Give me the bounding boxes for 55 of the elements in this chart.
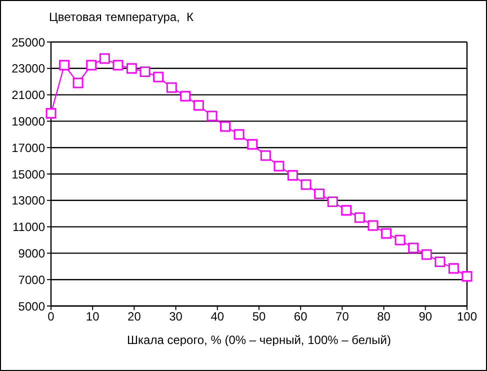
point [112,60,124,70]
point [220,121,231,132]
x-tick-label: 60 [294,310,308,324]
x-tick-label: 50 [252,310,266,324]
point [341,205,352,216]
y-tick-label: 25000 [12,35,46,50]
point [381,228,392,239]
point [46,108,56,119]
point [300,179,312,190]
point [327,196,338,207]
x-tick-label: 100 [456,310,478,324]
point [394,234,406,246]
y-tick-label: 15000 [12,167,46,182]
point [434,256,446,268]
point [448,263,459,274]
y-tick-label: 23000 [12,62,46,76]
point [314,188,325,200]
y-tick-label: 21000 [12,88,46,102]
point [59,60,70,70]
y-tick-label: 17000 [12,140,46,155]
point [287,170,298,181]
x-tick-label: 80 [377,310,391,324]
point [247,139,258,150]
point [368,220,378,231]
y-tick-label: 19000 [12,114,46,128]
y-tick-label: 5000 [18,299,46,314]
x-tick-label: 40 [210,310,224,324]
point [153,72,164,82]
point [140,66,150,77]
x-tick-label: 70 [336,310,350,324]
point [274,160,284,172]
y-tick-label: 11000 [12,220,46,234]
point [86,60,97,70]
x-tick-label: 90 [418,310,432,324]
point [421,249,432,260]
x-tick-label: 0 [48,310,55,324]
x-tick-label: 30 [169,310,183,324]
point [354,212,365,223]
point [206,110,218,122]
point [72,78,84,88]
point [408,242,419,254]
y-tick-label: 7000 [18,272,46,287]
x-tick-label: 10 [86,310,100,324]
y-tick-label: 13000 [12,194,46,208]
point [166,82,177,93]
y-tick-label: 9000 [18,246,46,260]
x-tick-label: 20 [128,310,142,324]
point [99,53,110,64]
point [126,63,137,74]
point [180,90,191,102]
point [193,100,204,111]
chart-title: Цветовая температура, К [49,10,194,24]
point [234,129,244,140]
point [462,271,472,282]
point [260,150,271,161]
